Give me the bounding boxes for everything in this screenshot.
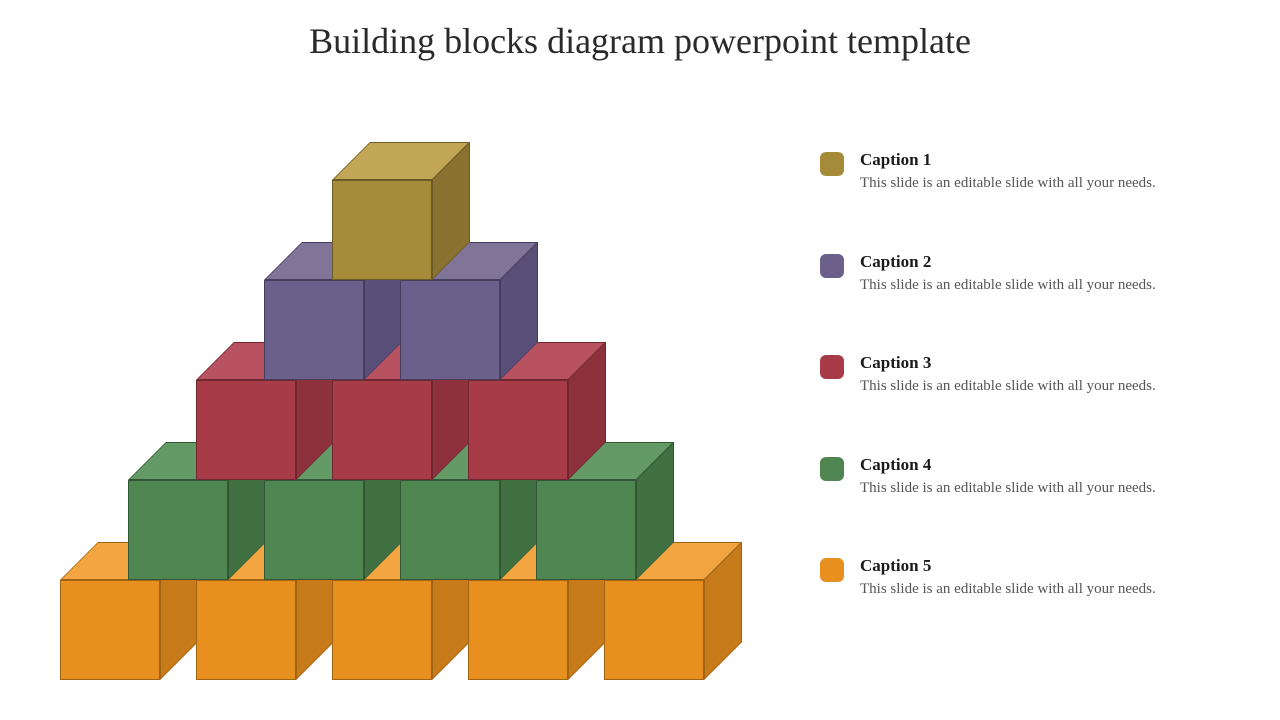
- cube: [196, 580, 296, 680]
- legend-text: Caption 3 This slide is an editable slide…: [860, 353, 1240, 397]
- legend-swatch: [820, 254, 844, 278]
- cube: [468, 380, 568, 480]
- legend-title: Caption 1: [860, 150, 1240, 170]
- legend-item: Caption 4 This slide is an editable slide…: [820, 455, 1240, 499]
- legend-item: Caption 3 This slide is an editable slide…: [820, 353, 1240, 397]
- legend-swatch: [820, 457, 844, 481]
- legend-desc: This slide is an editable slide with all…: [860, 479, 1240, 499]
- legend-text: Caption 1 This slide is an editable slide…: [860, 150, 1240, 194]
- legend-desc: This slide is an editable slide with all…: [860, 276, 1240, 296]
- legend-desc: This slide is an editable slide with all…: [860, 174, 1240, 194]
- cube: [264, 280, 364, 380]
- legend-swatch: [820, 558, 844, 582]
- legend-title: Caption 2: [860, 252, 1240, 272]
- pyramid-diagram: [60, 100, 780, 680]
- legend: Caption 1 This slide is an editable slide…: [820, 150, 1240, 658]
- cube: [264, 480, 364, 580]
- legend-text: Caption 5 This slide is an editable slide…: [860, 556, 1240, 600]
- cube: [400, 480, 500, 580]
- cube: [604, 580, 704, 680]
- cube: [400, 280, 500, 380]
- cube: [128, 480, 228, 580]
- cube: [332, 180, 432, 280]
- cube: [468, 580, 568, 680]
- cube: [332, 580, 432, 680]
- cube: [60, 580, 160, 680]
- legend-title: Caption 5: [860, 556, 1240, 576]
- legend-text: Caption 2 This slide is an editable slide…: [860, 252, 1240, 296]
- legend-item: Caption 5 This slide is an editable slide…: [820, 556, 1240, 600]
- legend-item: Caption 2 This slide is an editable slide…: [820, 252, 1240, 296]
- legend-desc: This slide is an editable slide with all…: [860, 580, 1240, 600]
- legend-swatch: [820, 152, 844, 176]
- legend-desc: This slide is an editable slide with all…: [860, 377, 1240, 397]
- legend-title: Caption 3: [860, 353, 1240, 373]
- page-title: Building blocks diagram powerpoint templ…: [0, 20, 1280, 62]
- legend-title: Caption 4: [860, 455, 1240, 475]
- legend-item: Caption 1 This slide is an editable slide…: [820, 150, 1240, 194]
- legend-swatch: [820, 355, 844, 379]
- cube: [536, 480, 636, 580]
- cube: [196, 380, 296, 480]
- cube: [332, 380, 432, 480]
- legend-text: Caption 4 This slide is an editable slide…: [860, 455, 1240, 499]
